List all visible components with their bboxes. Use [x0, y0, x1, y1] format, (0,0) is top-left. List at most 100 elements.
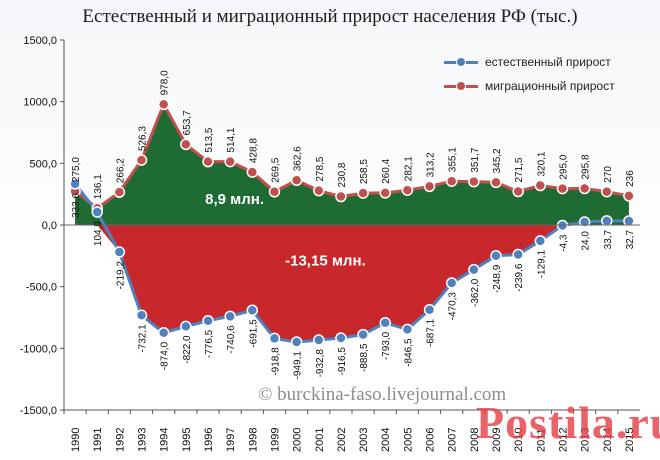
x-tick-label: 2008	[469, 428, 481, 452]
migration-data-label: 362,6	[293, 146, 304, 171]
x-tick-label: 2006	[425, 428, 437, 452]
natural-point[interactable]	[157, 327, 170, 339]
migration-point[interactable]	[180, 138, 192, 151]
x-tick-label: 1998	[247, 428, 259, 452]
x-tick-label: 1993	[137, 428, 149, 452]
migration-point[interactable]	[113, 186, 126, 198]
natural-point[interactable]	[445, 277, 458, 289]
x-tick-label: 1990	[70, 428, 82, 452]
x-tick-label: 2015	[624, 428, 636, 452]
natural-point[interactable]	[468, 263, 480, 276]
migration-data-label: 278,5	[315, 156, 326, 181]
migration-point[interactable]	[268, 186, 281, 198]
migration-point[interactable]	[202, 155, 214, 168]
migration-point[interactable]	[335, 190, 347, 203]
chart-legend: естественный прирост миграционный прирос…	[444, 50, 615, 98]
legend-item-migration[interactable]: миграционный прирост	[444, 74, 615, 98]
x-tick-label: 2001	[314, 428, 326, 452]
x-tick-label: 1994	[159, 428, 171, 452]
migration-point[interactable]	[313, 184, 325, 197]
natural-point[interactable]	[578, 216, 591, 228]
x-tick-label: 1997	[225, 428, 237, 452]
natural-point[interactable]	[401, 323, 414, 336]
migration-point[interactable]	[135, 154, 148, 166]
migration-point[interactable]	[601, 185, 613, 198]
natural-point[interactable]	[69, 178, 81, 190]
migration-point[interactable]	[490, 176, 502, 189]
migration-point[interactable]	[578, 182, 591, 195]
migration-point[interactable]	[157, 98, 170, 111]
natural-point[interactable]	[290, 336, 303, 348]
legend-item-natural[interactable]: естественный прирост	[444, 50, 615, 74]
natural-data-label: -239,6	[514, 263, 525, 292]
migration-point[interactable]	[556, 182, 569, 195]
natural-data-label: -918,8	[270, 347, 281, 376]
natural-point[interactable]	[135, 309, 148, 322]
migration-data-label: 514,1	[226, 127, 237, 152]
natural-point[interactable]	[91, 206, 103, 218]
natural-point[interactable]	[180, 320, 192, 333]
natural-data-label: -691,5	[248, 319, 259, 348]
migration-point[interactable]	[534, 179, 547, 192]
natural-point[interactable]	[224, 310, 236, 323]
natural-point[interactable]	[113, 246, 126, 258]
natural-point[interactable]	[623, 215, 635, 227]
migration-data-label: 295,0	[558, 154, 569, 179]
x-tick-label: 1992	[114, 428, 126, 452]
migration-point[interactable]	[512, 185, 524, 198]
migration-data-label: 269,5	[270, 157, 281, 182]
x-tick-label: 2003	[358, 428, 370, 452]
natural-data-label: -932,8	[315, 349, 326, 378]
x-tick-label: 2004	[380, 428, 392, 452]
x-tick-label: 2012	[557, 428, 569, 452]
x-tick-label: 2005	[402, 428, 414, 452]
natural-point[interactable]	[534, 235, 547, 247]
natural-point[interactable]	[246, 304, 259, 317]
migration-data-label: 271,5	[514, 157, 525, 182]
natural-point[interactable]	[202, 315, 214, 327]
y-tick-label: 500,0	[29, 158, 57, 170]
x-tick-label: 2009	[491, 428, 503, 452]
natural-point[interactable]	[556, 219, 569, 232]
y-tick-label: -1500,0	[20, 405, 57, 417]
migration-point[interactable]	[445, 175, 458, 187]
natural-point[interactable]	[379, 317, 391, 329]
migration-point[interactable]	[623, 190, 635, 202]
natural-point[interactable]	[512, 248, 524, 261]
natural-data-label: -874,0	[160, 341, 171, 370]
migration-point[interactable]	[357, 187, 369, 199]
natural-data-label: 32,7	[625, 230, 636, 250]
natural-data-label: -687,1	[426, 318, 437, 347]
natural-point[interactable]	[335, 332, 347, 344]
x-tick-label: 2013	[580, 428, 592, 452]
migration-point[interactable]	[379, 187, 391, 199]
natural-point[interactable]	[357, 328, 369, 341]
natural-data-label: 333,6	[71, 192, 82, 217]
migration-point[interactable]	[290, 174, 303, 187]
natural-point[interactable]	[490, 249, 502, 262]
x-tick-label: 2011	[535, 428, 547, 452]
natural-point[interactable]	[268, 332, 281, 345]
migration-point[interactable]	[423, 180, 436, 193]
natural-data-label: -793,0	[381, 331, 392, 360]
natural-point[interactable]	[423, 303, 436, 316]
x-tick-label: 1995	[181, 428, 193, 452]
x-tick-label: 2007	[447, 428, 459, 452]
migration-point[interactable]	[246, 166, 259, 178]
natural-point[interactable]	[313, 334, 325, 346]
natural-data-label: 104,9	[93, 221, 104, 246]
migration-data-label: 230,8	[337, 162, 348, 187]
natural-point[interactable]	[601, 215, 613, 227]
migration-data-label: 270	[603, 166, 614, 183]
migration-data-label: 313,2	[426, 152, 437, 177]
migration-point[interactable]	[224, 155, 236, 168]
migration-data-label: 526,3	[138, 126, 149, 151]
natural-data-label: -846,5	[403, 338, 414, 367]
y-tick-label: 0,0	[42, 220, 57, 232]
migration-point[interactable]	[468, 175, 480, 188]
legend-swatch-migration	[444, 80, 478, 92]
x-tick-label: 1999	[269, 428, 281, 452]
annotation-positive-total: 8,9 млн.	[205, 191, 264, 208]
migration-point[interactable]	[401, 184, 414, 196]
